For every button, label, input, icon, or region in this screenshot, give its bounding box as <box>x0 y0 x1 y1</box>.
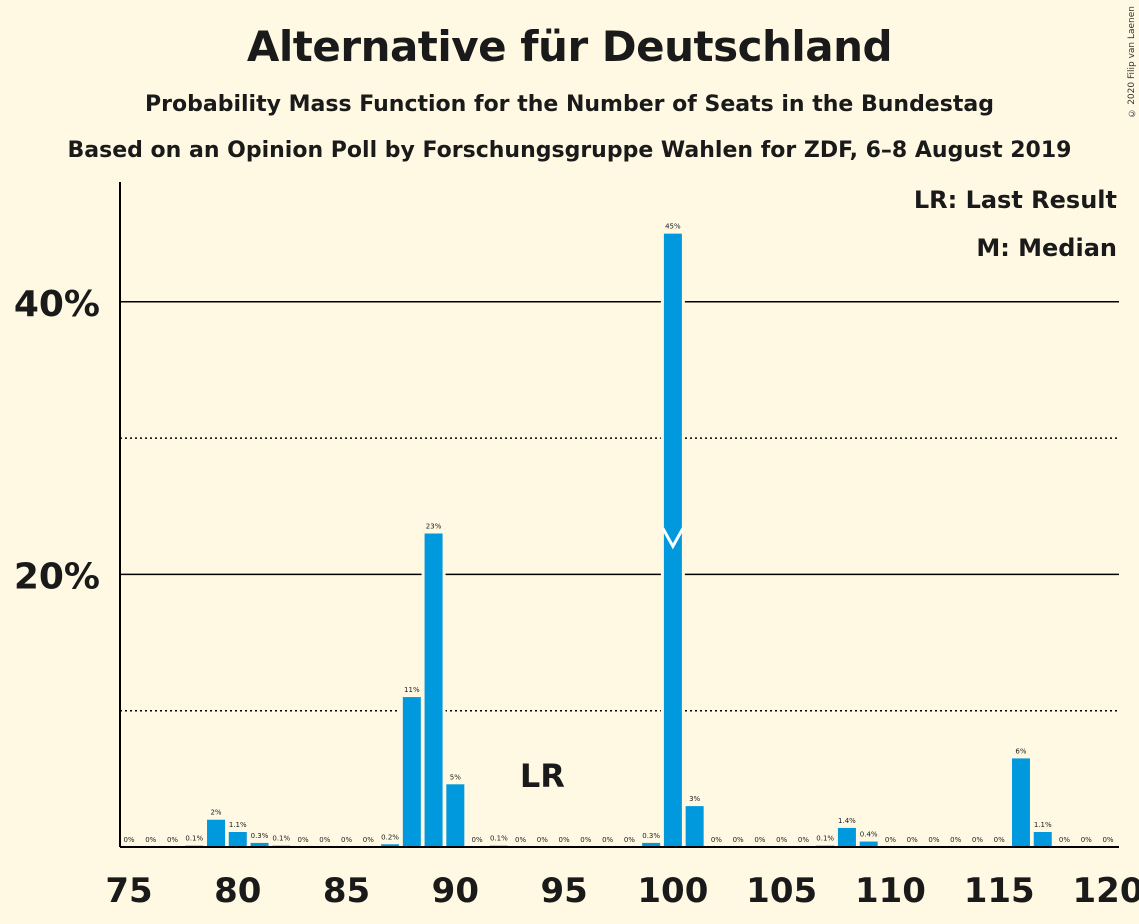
x-tick-label: 115 <box>964 871 1035 911</box>
bar-value-label: 0% <box>363 836 374 844</box>
bar-value-label: 0% <box>733 836 744 844</box>
bar-value-label: 23% <box>426 523 442 531</box>
x-tick-label: 120 <box>1073 871 1139 911</box>
bar-seat-101 <box>685 806 704 847</box>
bar-value-label: 6% <box>1015 747 1026 755</box>
legend-median: M: Median <box>976 234 1117 262</box>
x-tick-label: 75 <box>105 871 152 911</box>
chart-source: Based on an Opinion Poll by Forschungsgr… <box>67 138 1072 163</box>
bar-value-label: 1.1% <box>229 821 247 829</box>
bar-value-label: 5% <box>450 773 461 781</box>
bar-value-label: 11% <box>404 686 420 694</box>
bar-seat-108 <box>837 827 856 847</box>
bar-value-label: 0% <box>907 836 918 844</box>
bar-value-label: 0% <box>297 836 308 844</box>
x-tick-label: 90 <box>432 871 479 911</box>
bar-value-label: 0% <box>515 836 526 844</box>
bar-seat-109 <box>859 841 878 847</box>
bar-seat-88 <box>402 697 421 847</box>
bar-seat-89 <box>424 533 443 847</box>
bar-seat-99 <box>642 842 661 847</box>
y-tick-label: 20% <box>14 556 100 597</box>
bar-value-label: 0% <box>145 836 156 844</box>
bar-value-label: 0% <box>776 836 787 844</box>
bar-value-label: 0% <box>123 836 134 844</box>
bar-value-label: 0% <box>341 836 352 844</box>
chart-subtitle: Probability Mass Function for the Number… <box>145 92 994 117</box>
bar-seat-81 <box>250 842 269 847</box>
bar-value-label: 0.3% <box>642 832 660 840</box>
x-tick-label: 110 <box>855 871 926 911</box>
bar-value-label: 0% <box>972 836 983 844</box>
bar-value-label: 0.2% <box>381 833 399 841</box>
bar-seat-100 <box>663 233 682 847</box>
bar-value-label: 1.1% <box>1034 821 1052 829</box>
bar-value-label: 0% <box>1102 836 1113 844</box>
bar-value-label: 0% <box>1081 836 1092 844</box>
bar-value-label: 0% <box>319 836 330 844</box>
x-tick-label: 100 <box>637 871 708 911</box>
last-result-marker: LR <box>520 757 565 795</box>
median-marker <box>661 527 685 550</box>
y-tick-label: 40% <box>14 284 100 325</box>
bar-value-label: 0% <box>580 836 591 844</box>
bar-value-label: 0.4% <box>860 831 878 839</box>
bar-value-label: 0% <box>798 836 809 844</box>
bar-value-label: 45% <box>665 223 681 231</box>
bar-value-label: 0.1% <box>816 835 834 843</box>
bar-seat-90 <box>446 784 465 847</box>
bar-value-label: 0.1% <box>185 835 203 843</box>
bar-value-label: 0% <box>624 836 635 844</box>
bar-value-label: 0% <box>1059 836 1070 844</box>
bar-value-label: 0% <box>754 836 765 844</box>
bar-value-label: 0% <box>711 836 722 844</box>
bar-value-label: 0.3% <box>251 832 269 840</box>
bar-value-label: 0% <box>559 836 570 844</box>
bar-value-label: 3% <box>689 795 700 803</box>
bar-value-label: 2% <box>210 809 221 817</box>
bar-seat-117 <box>1033 832 1052 847</box>
bar-value-label: 0% <box>167 836 178 844</box>
bar-value-label: 0% <box>537 836 548 844</box>
x-tick-label: 80 <box>214 871 261 911</box>
bar-value-label: 0% <box>994 836 1005 844</box>
legend-last-result: LR: Last Result <box>913 186 1117 214</box>
bar-seat-87 <box>381 844 400 847</box>
bar-value-label: 1.4% <box>838 817 856 825</box>
x-tick-label: 105 <box>746 871 817 911</box>
bar-value-label: 0% <box>602 836 613 844</box>
bar-seat-80 <box>228 832 247 847</box>
bar-seat-79 <box>207 819 226 847</box>
bar-value-label: 0.1% <box>490 835 508 843</box>
bar-value-label: 0% <box>950 836 961 844</box>
bar-value-label: 0% <box>928 836 939 844</box>
bar-seat-116 <box>1011 758 1030 847</box>
x-tick-label: 95 <box>540 871 587 911</box>
chart-title: Alternative für Deutschland <box>246 22 893 71</box>
x-tick-label: 85 <box>323 871 370 911</box>
bar-value-label: 0% <box>885 836 896 844</box>
bar-value-label: 0.1% <box>272 835 290 843</box>
bar-value-label: 0% <box>472 836 483 844</box>
